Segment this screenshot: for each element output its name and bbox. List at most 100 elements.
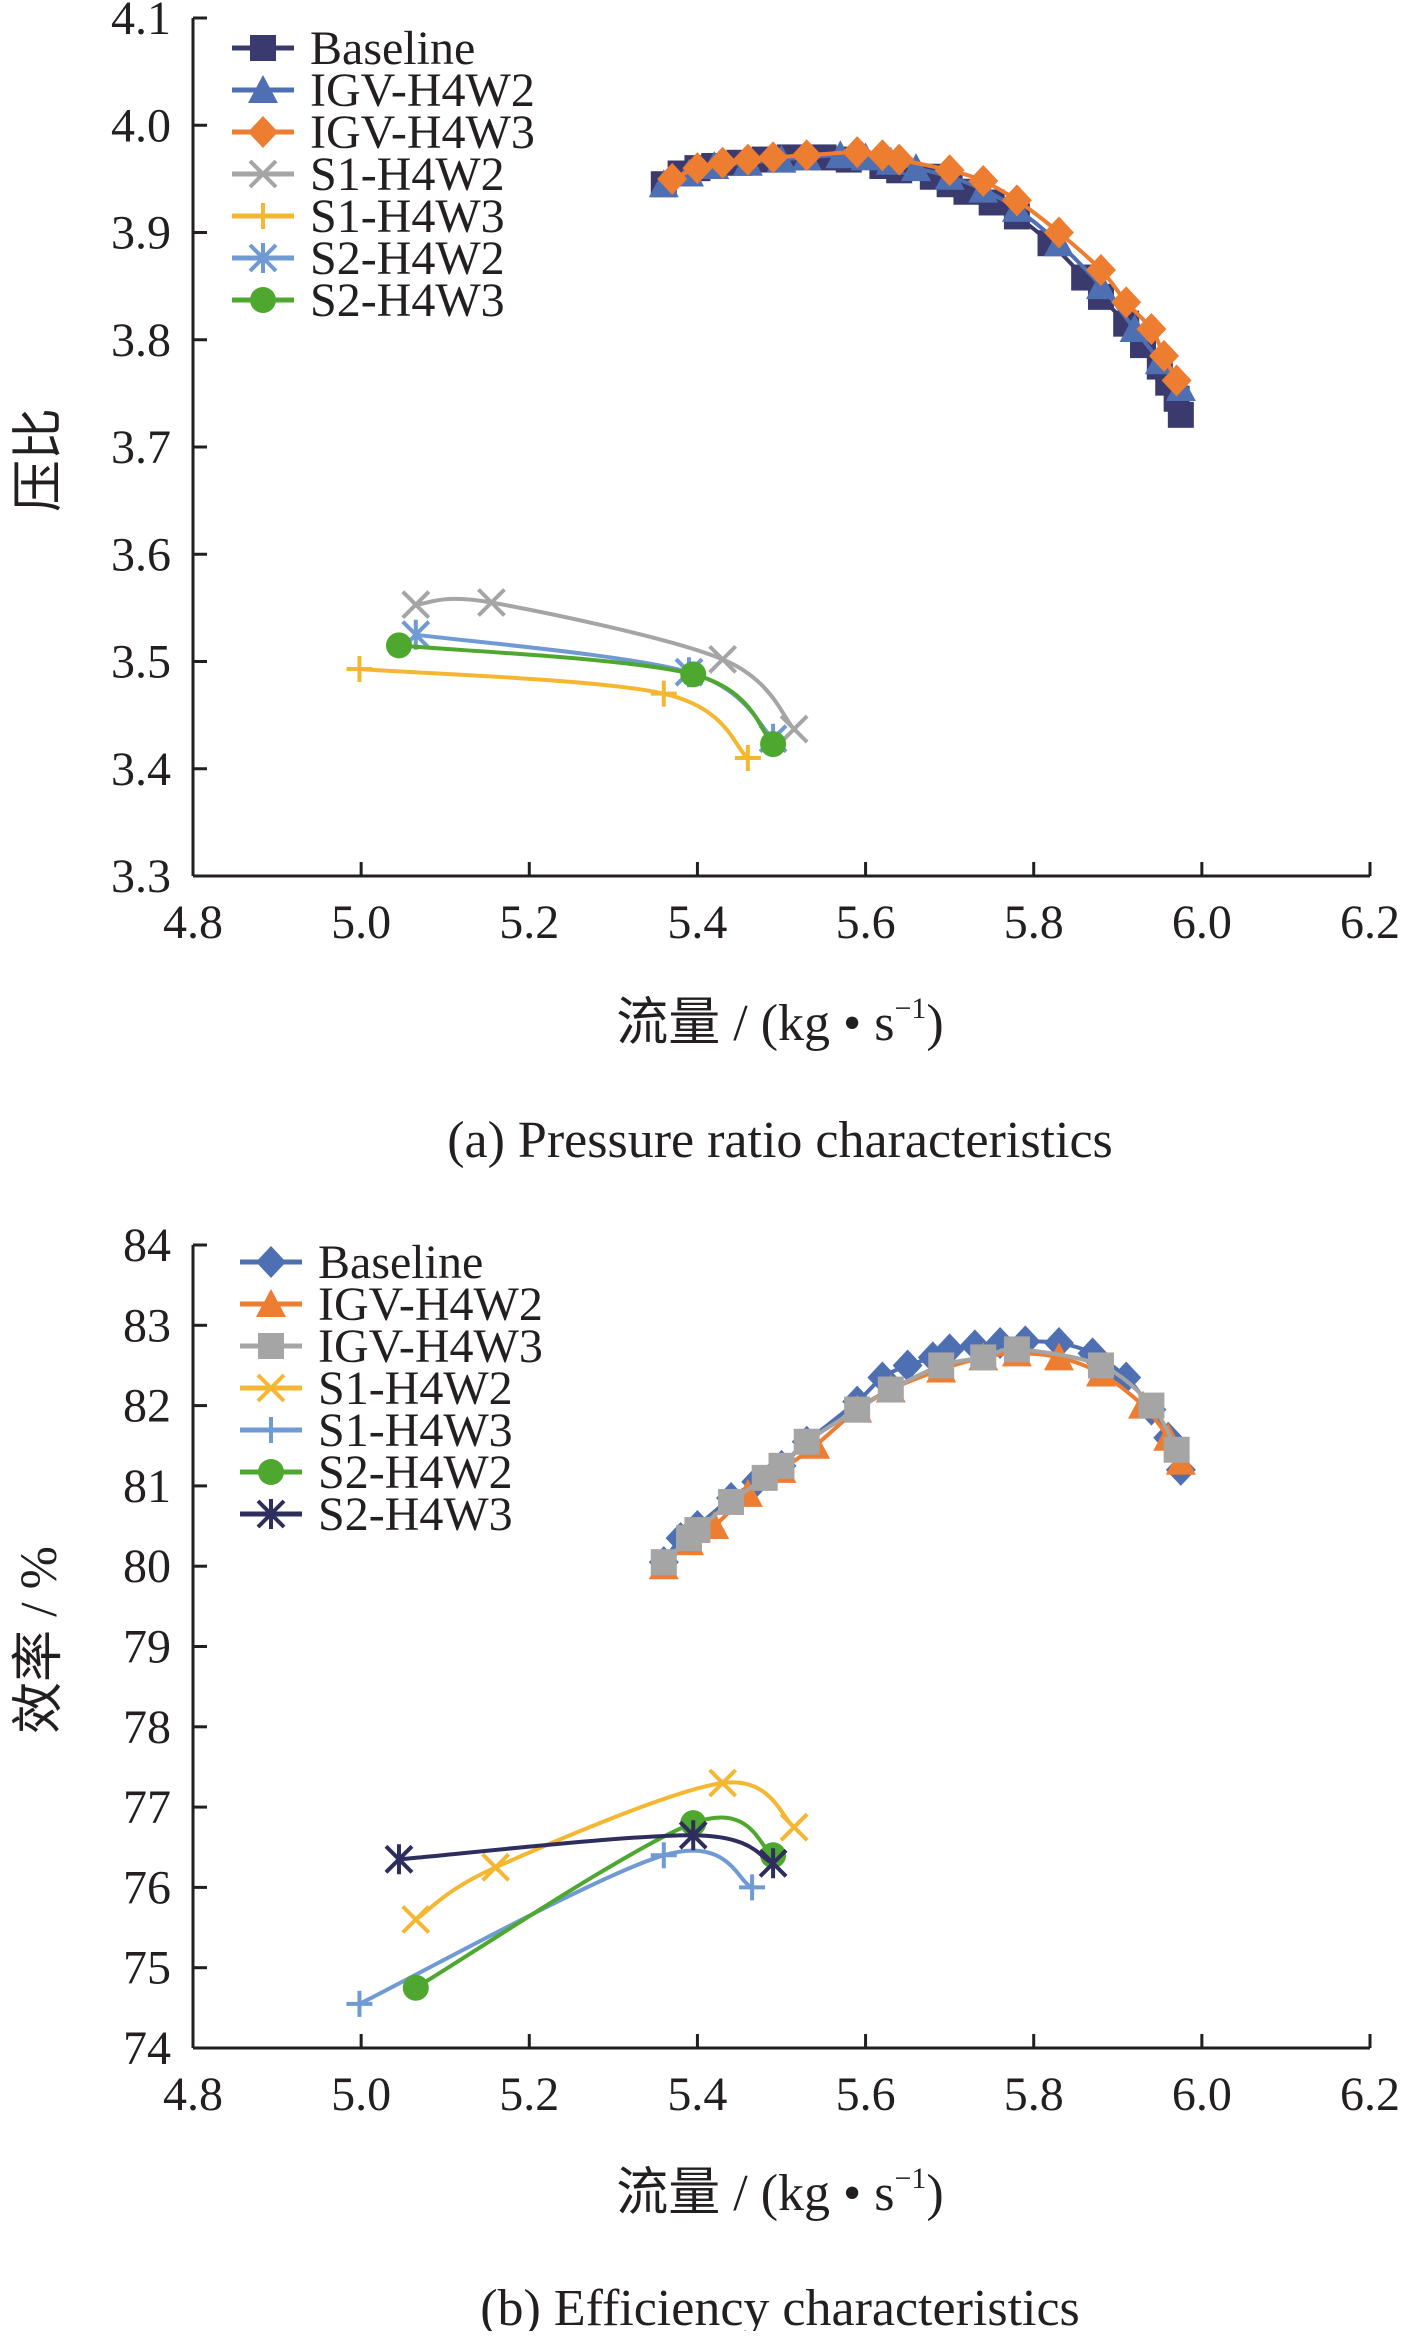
data-point-marker (1085, 254, 1116, 287)
data-point-marker (678, 1820, 708, 1851)
data-point-marker (680, 661, 707, 688)
legend: BaselineIGV-H4W2IGV-H4W3S1-H4W2S1-H4W3S2… (232, 22, 535, 327)
data-point-marker (707, 146, 738, 179)
legend-label: S2-H4W3 (310, 274, 505, 327)
data-point-marker (877, 1376, 904, 1403)
x-tick-label: 5.2 (499, 2068, 559, 2121)
data-point-marker (884, 143, 915, 176)
legend-item: S1-H4W2 (232, 148, 505, 201)
series-line (414, 1780, 796, 1922)
legend-swatch-marker (258, 1333, 284, 1359)
data-point-marker (718, 1488, 745, 1515)
series-line (358, 1848, 754, 2006)
legend-item: S2-H4W3 (240, 1488, 513, 1541)
y-tick-label: 4.1 (111, 0, 171, 45)
data-point-marker (968, 165, 999, 198)
y-tick-label: 3.8 (111, 314, 171, 367)
x-tick-label: 6.2 (1340, 896, 1400, 949)
data-point-marker (401, 1905, 431, 1934)
data-point-marker (385, 632, 412, 659)
data-point-marker (1163, 1436, 1190, 1463)
legend-swatch-marker (258, 1417, 284, 1443)
data-point-marker (844, 1396, 871, 1423)
x-tick-label: 5.6 (836, 2068, 896, 2121)
x-axis-label-exponent: −1 (894, 2162, 926, 2195)
y-tick-label: 3.3 (111, 850, 171, 903)
data-point-marker (768, 1452, 795, 1479)
x-axis-label-main: 流量 / (kg • s (616, 2165, 894, 2222)
legend-swatch-marker (250, 35, 276, 61)
data-point-marker (682, 152, 713, 185)
y-tick-label: 81 (123, 1460, 171, 1513)
series-s2-h4w3 (385, 632, 787, 758)
y-ticks: 74 75 76 77 78 79 80 81 82 83 84 (123, 1219, 207, 2075)
data-point-marker (346, 1990, 373, 2017)
data-point-marker (1136, 313, 1167, 346)
data-point-marker (1149, 339, 1180, 372)
legend-item: S1-H4W3 (232, 190, 505, 243)
series-igv-h4w3 (657, 136, 1192, 397)
data-point-marker (928, 1352, 955, 1379)
y-axis-label: 效率 / % (11, 1546, 68, 1734)
y-tick-label: 82 (123, 1380, 171, 1433)
data-point-marker (892, 1349, 923, 1382)
y-tick-label: 77 (123, 1781, 171, 1834)
legend-swatch-marker (256, 1373, 286, 1403)
x-axis-label-end: ) (926, 995, 943, 1052)
x-axis-label-main: 流量 / (kg • s (616, 995, 894, 1052)
data-point-marker (1138, 1392, 1165, 1419)
data-point-marker (734, 745, 761, 772)
data-point-marker (477, 588, 506, 617)
y-tick-label: 74 (123, 2022, 171, 2075)
series-s1-h4w2 (401, 588, 809, 744)
data-point-marker (970, 1344, 997, 1371)
legend-swatch-marker (256, 1246, 286, 1278)
y-tick-label: 3.9 (111, 207, 171, 260)
legend-item: S2-H4W2 (232, 232, 505, 285)
data-point-marker (1111, 286, 1142, 319)
legend-swatch-marker (250, 203, 276, 229)
data-point-marker (657, 162, 688, 195)
legend-label: IGV-H4W2 (318, 1278, 543, 1331)
legend-label: S2-H4W2 (310, 232, 505, 285)
legend-item: S1-H4W2 (240, 1362, 513, 1415)
caption-a: (a) Pressure ratio characteristics (447, 1112, 1113, 1169)
x-tick-label: 5.6 (836, 896, 896, 949)
legend-label: S1-H4W3 (310, 190, 505, 243)
data-point-marker (708, 644, 738, 674)
series-line (359, 667, 750, 760)
legend-label: IGV-H4W3 (318, 1320, 543, 1373)
legend-label: S1-H4W2 (310, 148, 505, 201)
x-tick-label: 5.0 (331, 896, 391, 949)
y-tick-label: 76 (123, 1861, 171, 1914)
legend-label: IGV-H4W3 (310, 106, 535, 159)
legend-swatch-marker (248, 243, 278, 273)
y-axis-label: 压比 (11, 408, 68, 512)
legend-label: IGV-H4W2 (310, 64, 535, 117)
data-point-marker (684, 1517, 711, 1544)
y-tick-label: 3.6 (111, 528, 171, 581)
x-tick-label: 5.4 (667, 2068, 727, 2121)
x-tick-label: 5.4 (667, 896, 727, 949)
legend-swatch-marker (250, 287, 276, 313)
legend-item: IGV-H4W3 (240, 1320, 543, 1373)
legend-item: S2-H4W2 (240, 1446, 513, 1499)
y-tick-label: 4.0 (111, 99, 171, 152)
series-s1-h4w3 (346, 656, 761, 772)
data-point-marker (384, 1844, 414, 1875)
legend-item: S1-H4W3 (240, 1404, 513, 1457)
y-ticks: 3.3 3.4 3.5 3.6 3.7 3.8 3.9 4.0 4.1 (111, 0, 207, 903)
x-axis-label-exponent: −1 (894, 992, 926, 1025)
data-point-marker (1087, 1352, 1114, 1379)
y-tick-label: 3.4 (111, 743, 171, 796)
data-point-marker (842, 136, 873, 169)
y-tick-label: 83 (123, 1299, 171, 1352)
data-point-marker (1001, 184, 1032, 217)
legend-item: IGV-H4W3 (232, 106, 535, 159)
legend-label: S2-H4W3 (318, 1488, 513, 1541)
data-point-marker (402, 1974, 429, 2001)
x-tick-label: 6.0 (1172, 896, 1232, 949)
legend-swatch-marker (248, 159, 278, 189)
data-point-marker (650, 1842, 677, 1869)
